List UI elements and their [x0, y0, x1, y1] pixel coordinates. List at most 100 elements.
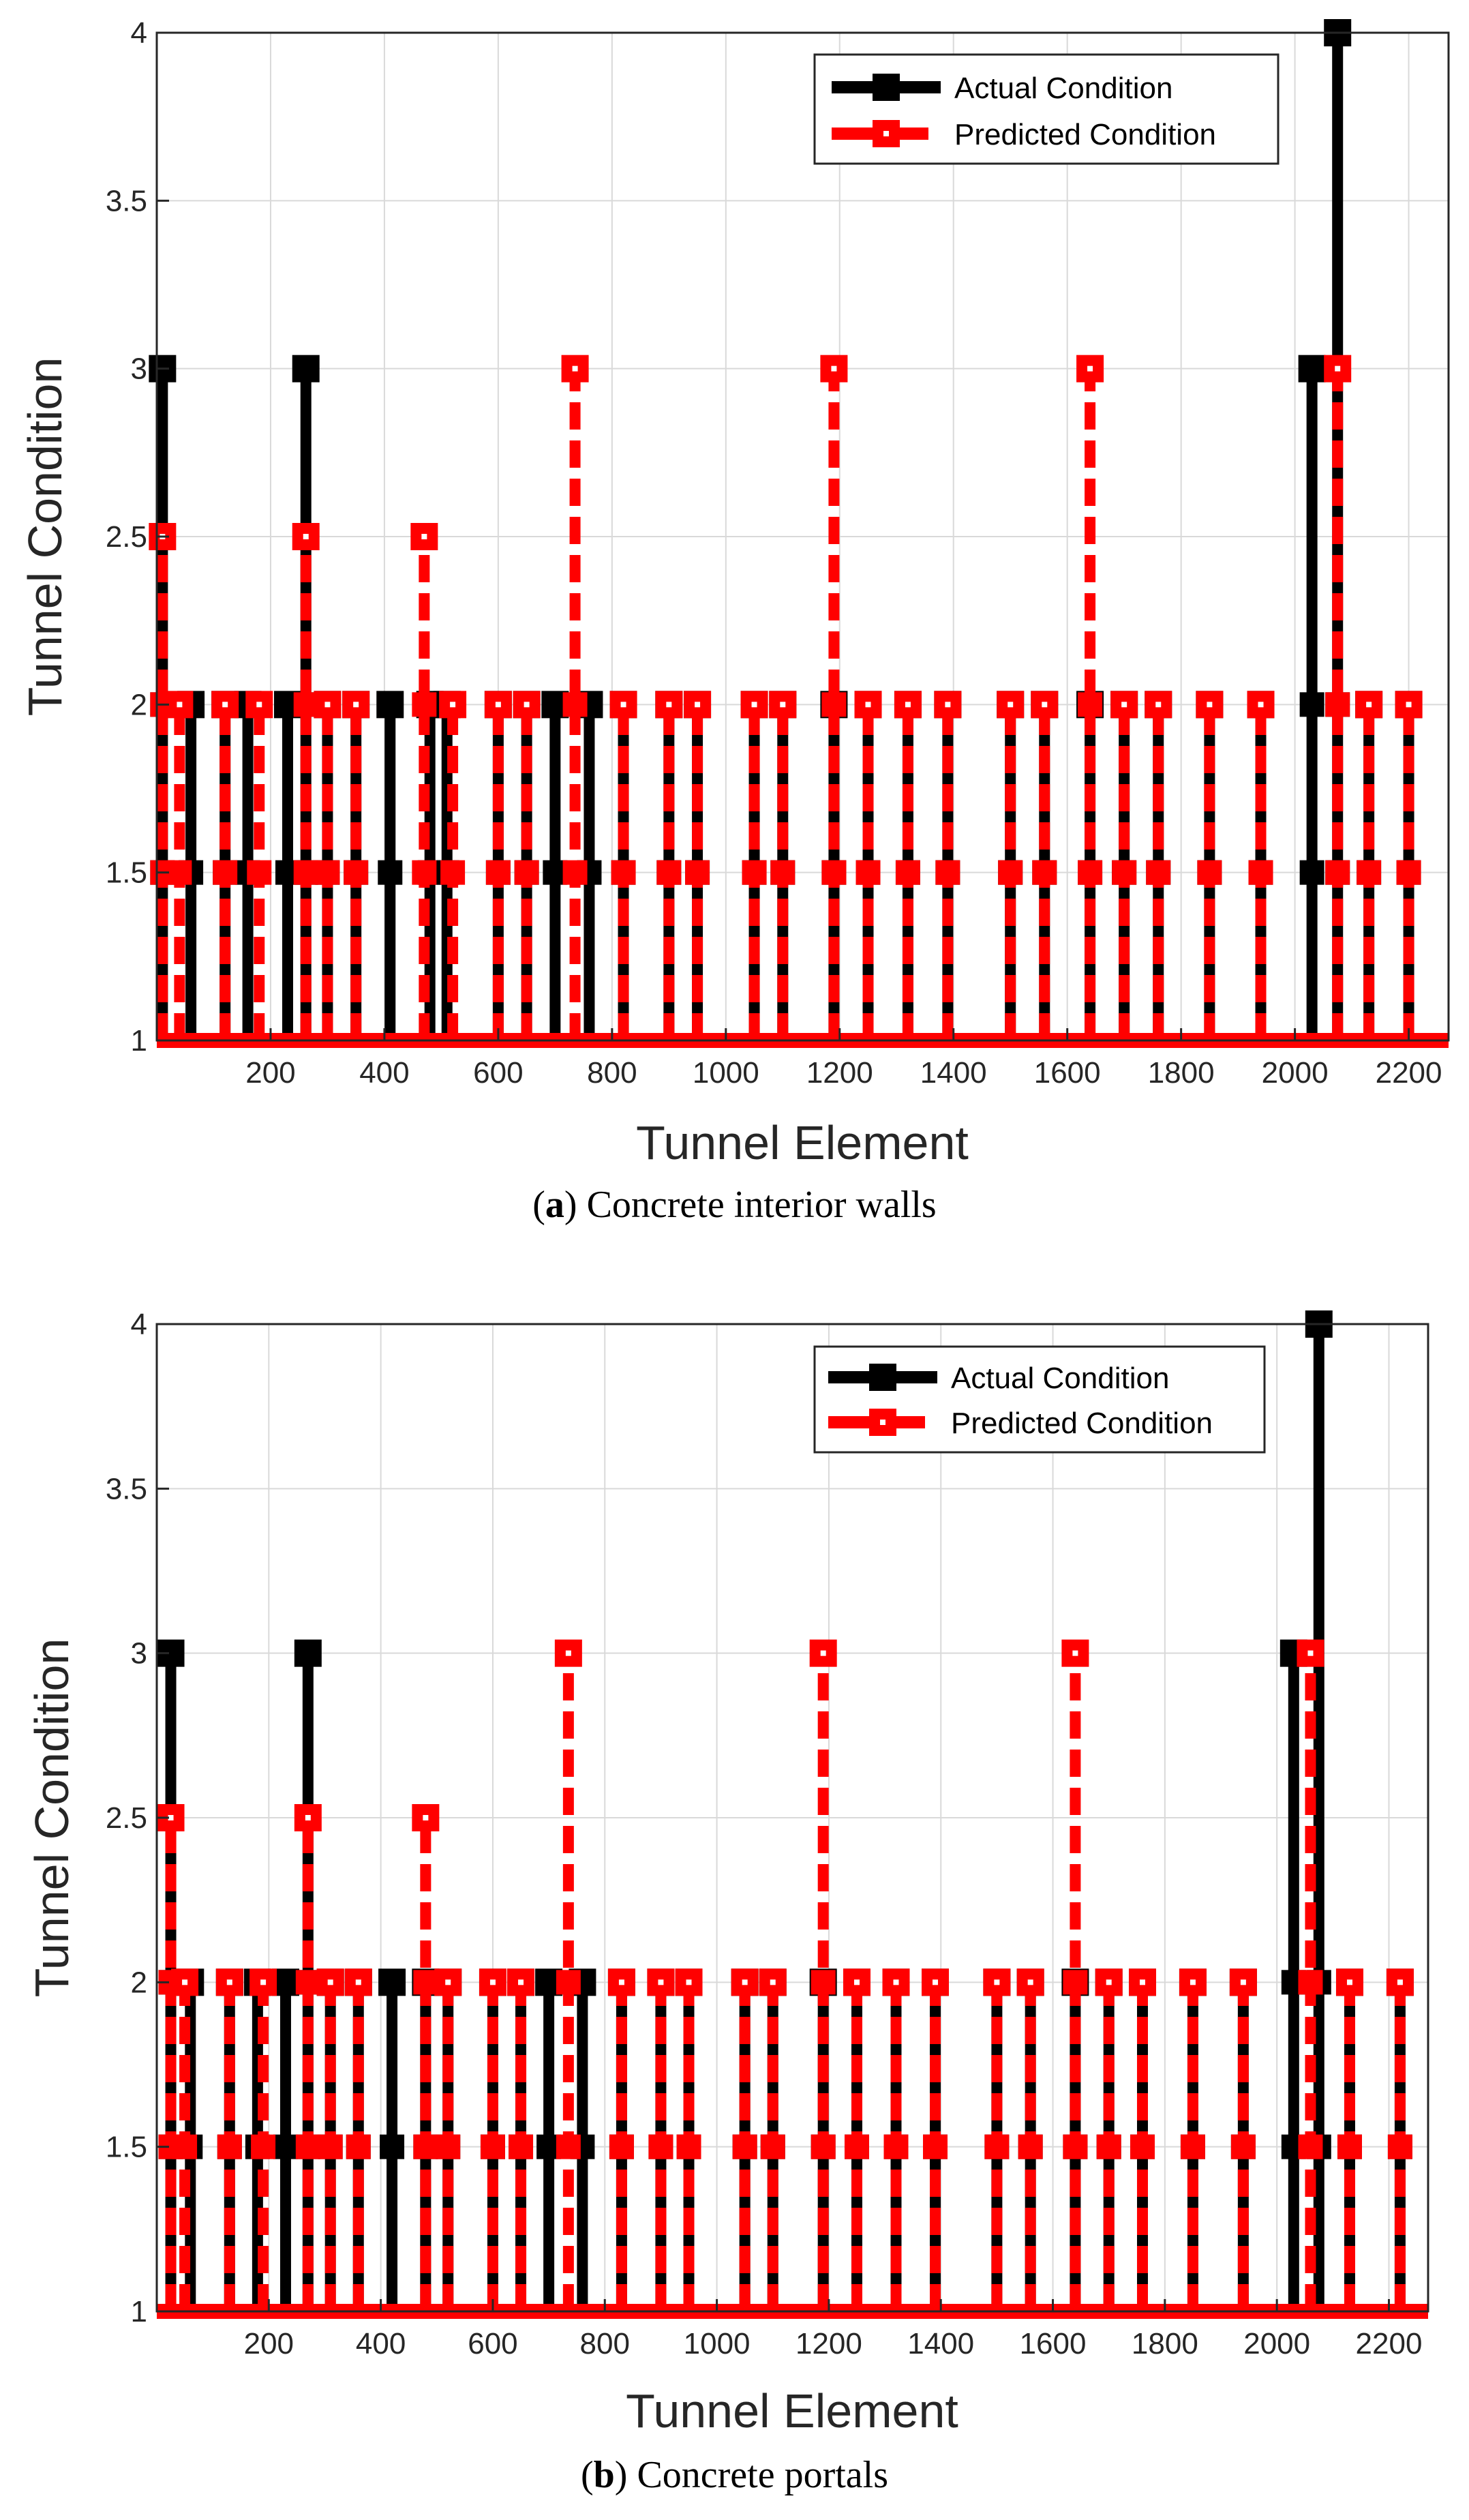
predicted-marker-b [984, 2134, 1010, 2159]
predicted-marker-dot-b [1190, 1979, 1196, 1985]
predicted-marker-a [562, 692, 588, 717]
predicted-marker-a [167, 860, 192, 885]
predicted-marker-b [1096, 2134, 1121, 2159]
x-tick-label-a: 2200 [1376, 1056, 1442, 1090]
predicted-marker-b [1387, 2134, 1412, 2159]
predicted-marker-b [760, 2134, 785, 2159]
predicted-marker-a [485, 860, 511, 885]
actual-marker-a [376, 691, 404, 719]
predicted-marker-dot-b [489, 1979, 496, 1985]
predicted-marker-b [413, 2134, 438, 2159]
chart-panel-a: 200 400 600 800 1000 1200 1400 1600 1800 2000 2200… [18, 16, 1450, 1169]
y-tick-label-b: 3.5 [106, 1472, 147, 1505]
predicted-marker-dot-b [770, 1979, 776, 1985]
x-tick-label-b: 2000 [1243, 2327, 1310, 2360]
predicted-marker-dot-b [1072, 1650, 1078, 1656]
predicted-marker-a [821, 692, 847, 717]
x-tick-label-b: 1400 [907, 2327, 974, 2360]
predicted-marker-dot-a [177, 702, 183, 708]
predicted-marker-dot-a [1207, 702, 1213, 708]
actual-marker-b [273, 2134, 298, 2159]
x-tick-label-b: 400 [356, 2327, 406, 2360]
predicted-marker-a [344, 860, 369, 885]
y-tick-label-a: 3.5 [106, 184, 147, 217]
predicted-marker-dot-a [1042, 702, 1048, 708]
x-tick-label-b: 800 [580, 2327, 630, 2360]
predicted-marker-a [514, 860, 539, 885]
legend-actual-label-a: Actual Condition [954, 72, 1172, 105]
predicted-marker-dot-a [1155, 702, 1162, 708]
predicted-marker-b [1063, 1970, 1088, 1995]
predicted-marker-a [1112, 860, 1137, 885]
caption-b: (b) Concrete portals [580, 2454, 888, 2496]
x-tick-label-a: 1600 [1034, 1056, 1101, 1090]
predicted-marker-dot-b [893, 1979, 899, 1985]
predicted-marker-a [821, 860, 847, 885]
predicted-marker-dot-a [1258, 702, 1264, 708]
predicted-marker-dot-a [1008, 702, 1014, 708]
predicted-marker-dot-b [1307, 1650, 1314, 1656]
legend-predicted-marker-dot-b [880, 1420, 885, 1425]
predicted-marker-b [811, 1970, 836, 1995]
predicted-marker-b [1018, 2134, 1043, 2159]
predicted-marker-b [1230, 2134, 1256, 2159]
actual-marker-a [292, 355, 320, 382]
x-tick-label-b: 2200 [1356, 2327, 1423, 2360]
predicted-marker-dot-a [222, 702, 228, 708]
ticks-b: 200 400 600 800 1000 1200 1400 1600 1800 2000 2200… [106, 1308, 1423, 2360]
predicted-marker-dot-a [865, 702, 871, 708]
predicted-marker-dot-b [518, 1979, 524, 1985]
x-tick-label-b: 600 [468, 2327, 517, 2360]
predicted-marker-dot-b [618, 1979, 624, 1985]
predicted-marker-a [1197, 860, 1222, 885]
series-layer-b [157, 1310, 1428, 2319]
y-tick-label-a: 1 [131, 1024, 147, 1058]
predicted-marker-dot-a [780, 702, 786, 708]
predicted-marker-dot-b [445, 1979, 451, 1985]
x-tick-label-a: 400 [359, 1056, 409, 1090]
legend-b: Actual Condition Predicted Condition [813, 1345, 1266, 1454]
x-tick-label-b: 1800 [1132, 2327, 1198, 2360]
predicted-marker-a [1032, 860, 1057, 885]
predicted-marker-dot-a [1335, 365, 1341, 372]
predicted-marker-dot-b [182, 1979, 188, 1985]
predicted-marker-a [247, 860, 272, 885]
predicted-marker-a [770, 860, 796, 885]
legend-predicted-label-b: Predicted Condition [951, 1407, 1213, 1440]
predicted-marker-dot-b [853, 1979, 860, 1985]
predicted-marker-b [509, 2134, 534, 2159]
actual-marker-a [1299, 860, 1324, 885]
y-axis-label-a: Tunnel Condition [18, 357, 72, 717]
x-axis-label-b: Tunnel Element [626, 2384, 958, 2438]
legend-actual-marker-b [869, 1364, 896, 1391]
predicted-marker-dot-a [1366, 702, 1372, 708]
ticks-a: 200 400 600 800 1000 1200 1400 1600 1800 2000 2200… [106, 16, 1442, 1090]
predicted-marker-a [611, 860, 636, 885]
predicted-marker-b [648, 2134, 673, 2159]
predicted-marker-a [1357, 860, 1382, 885]
predicted-marker-b [413, 1970, 438, 1995]
predicted-marker-dot-b [1139, 1979, 1145, 1985]
predicted-marker-dot-b [1027, 1979, 1033, 1985]
legend-actual-label-b: Actual Condition [951, 1362, 1169, 1395]
predicted-marker-a [742, 860, 767, 885]
predicted-marker-a [440, 860, 466, 885]
predicted-marker-a [1325, 860, 1350, 885]
x-tick-label-a: 1800 [1148, 1056, 1215, 1090]
predicted-marker-dot-a [324, 702, 331, 708]
predicted-marker-dot-a [751, 702, 757, 708]
x-tick-label-a: 2000 [1262, 1056, 1329, 1090]
predicted-marker-dot-a [1406, 702, 1412, 708]
x-axis-label-a: Tunnel Element [636, 1116, 969, 1169]
predicted-marker-dot-a [524, 702, 530, 708]
legend-a: Actual Condition Predicted Condition [813, 53, 1279, 165]
actual-marker-a [378, 860, 403, 885]
x-tick-label-b: 1600 [1020, 2327, 1087, 2360]
predicted-marker-b [923, 2134, 948, 2159]
y-tick-label-b: 3 [131, 1637, 147, 1670]
predicted-marker-dot-a [353, 702, 359, 708]
predicted-marker-dot-a [572, 365, 578, 372]
y-tick-label-a: 1.5 [106, 856, 147, 890]
predicted-marker-a [412, 692, 437, 717]
actual-marker-a [1299, 692, 1324, 717]
